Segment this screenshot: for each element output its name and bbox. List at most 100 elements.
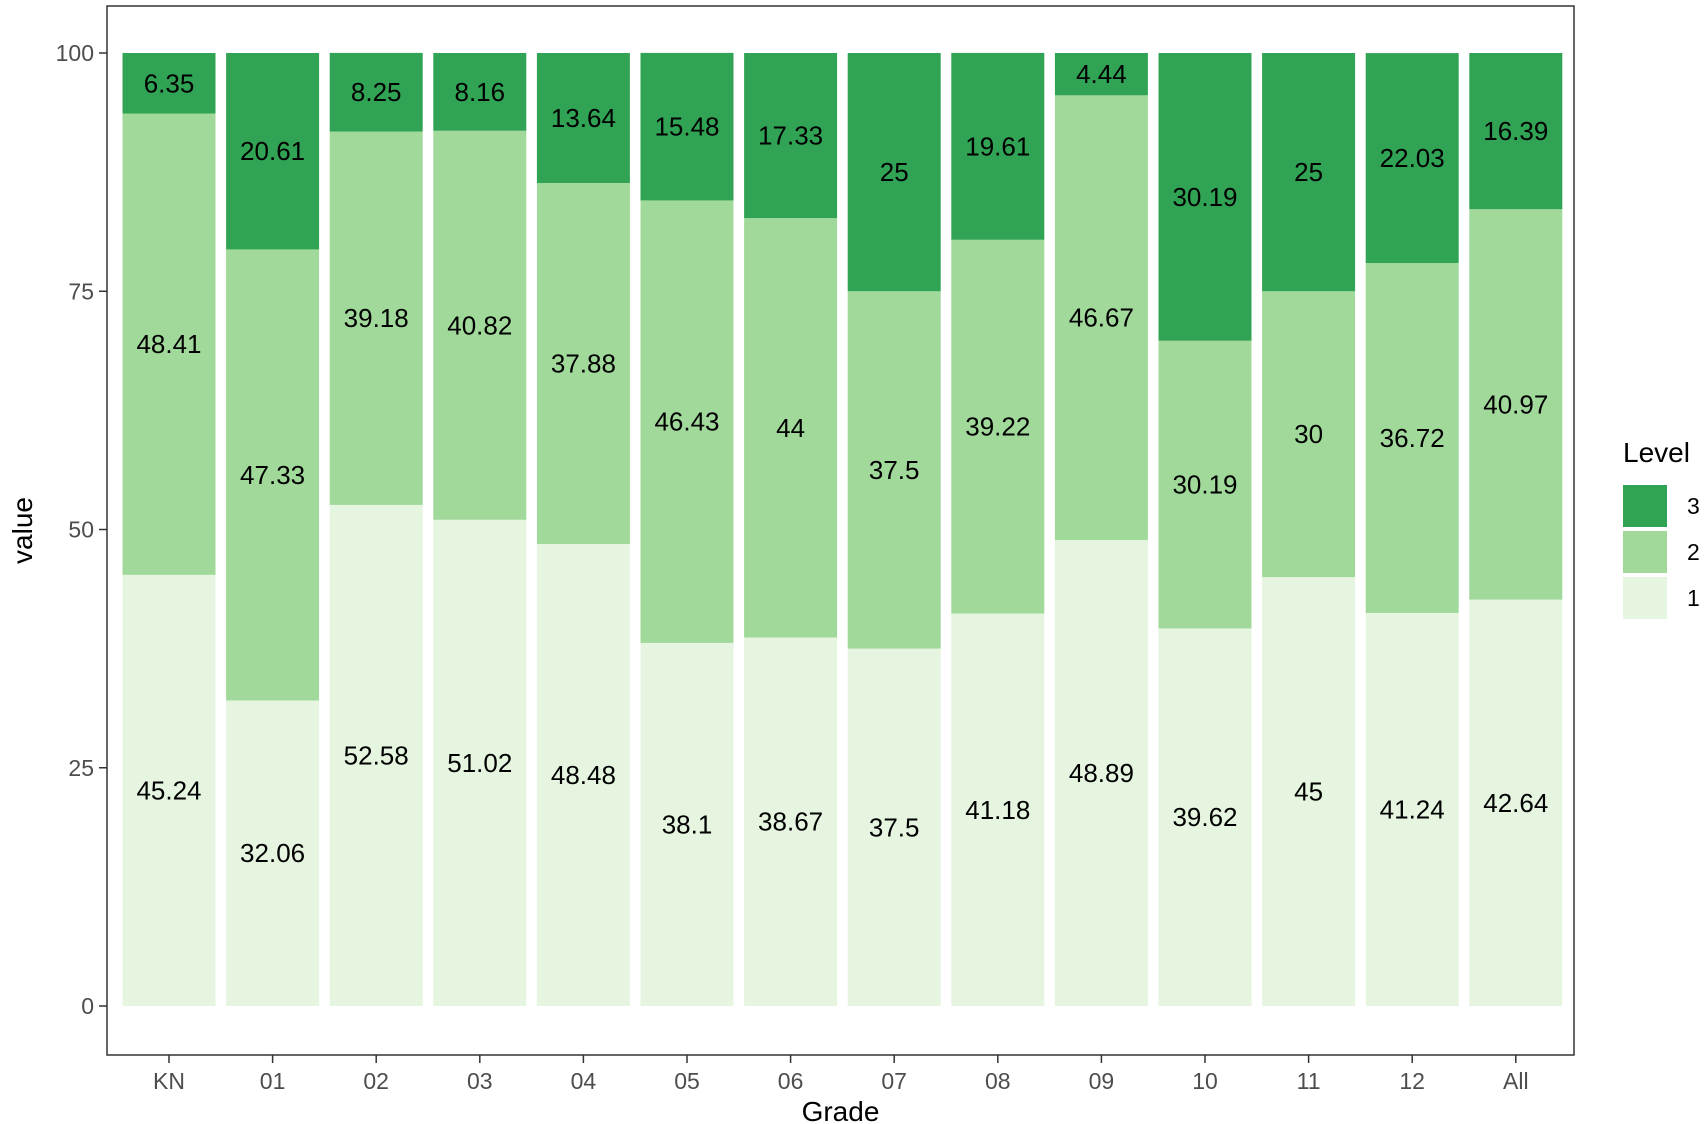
bar-segment-level-1-05 <box>640 642 734 1006</box>
y-axis-title: value <box>7 497 38 564</box>
bar-segment-level-3-KN <box>122 53 216 114</box>
data-label-level-2-01: 47.33 <box>240 460 305 490</box>
data-label-level-1-All: 42.64 <box>1483 788 1548 818</box>
bar-segment-level-1-11 <box>1262 577 1356 1006</box>
x-tick-label-08: 08 <box>985 1068 1011 1094</box>
legend: Level 3 2 1 <box>1623 437 1700 619</box>
bar-segment-level-2-08 <box>951 239 1045 614</box>
data-label-level-1-06: 38.67 <box>758 807 823 837</box>
legend-label-level-3: 3 <box>1687 493 1700 519</box>
data-label-level-2-05: 46.43 <box>654 407 719 437</box>
bar-segment-level-1-06 <box>744 637 838 1006</box>
data-label-level-3-10: 30.19 <box>1172 182 1237 212</box>
data-label-level-1-KN: 45.24 <box>136 775 201 805</box>
data-label-level-1-02: 52.58 <box>344 740 409 770</box>
data-label-level-2-KN: 48.41 <box>136 329 201 359</box>
data-label-level-3-11: 25 <box>1294 157 1323 187</box>
bar-segment-level-1-02 <box>329 504 423 1006</box>
data-label-level-1-08: 41.18 <box>965 795 1030 825</box>
y-tick-label: 75 <box>68 278 94 304</box>
data-label-level-1-01: 32.06 <box>240 838 305 868</box>
bars-layer <box>122 52 1563 1006</box>
bar-segment-level-1-09 <box>1054 540 1148 1006</box>
legend-key-level-1 <box>1623 577 1667 619</box>
bar-segment-level-2-06 <box>744 218 838 638</box>
bar-segment-level-1-KN <box>122 574 216 1006</box>
bar-segment-level-3-10 <box>1158 53 1252 341</box>
data-label-level-2-07: 37.5 <box>869 455 920 485</box>
x-tick-label-03: 03 <box>467 1068 493 1094</box>
bar-segment-level-2-09 <box>1054 95 1148 541</box>
data-label-level-3-01: 20.61 <box>240 136 305 166</box>
bar-segment-level-2-KN <box>122 113 216 575</box>
data-label-level-2-10: 30.19 <box>1172 470 1237 500</box>
axes-layer: 0 25 50 75 100 KN 01 02 03 04 05 06 07 08 09 10 11 12 All <box>56 40 1529 1094</box>
data-label-level-1-07: 37.5 <box>869 812 920 842</box>
bar-segment-level-3-06 <box>744 53 838 219</box>
data-label-level-2-02: 39.18 <box>344 303 409 333</box>
legend-key-level-2 <box>1623 531 1667 573</box>
legend-key-level-3 <box>1623 485 1667 527</box>
data-label-level-2-06: 44 <box>776 413 805 443</box>
bar-segment-level-1-03 <box>433 519 527 1006</box>
panel-border <box>106 5 1575 1056</box>
x-tick-label-05: 05 <box>674 1068 700 1094</box>
bar-segment-level-2-04 <box>536 182 630 544</box>
x-tick-label-09: 09 <box>1089 1068 1115 1094</box>
bar-segment-level-1-07 <box>847 648 941 1006</box>
bar-segment-level-1-All <box>1469 599 1563 1006</box>
bar-segment-level-3-07 <box>847 53 941 292</box>
data-label-level-2-09: 46.67 <box>1069 303 1134 333</box>
x-tick-label-11: 11 <box>1297 1068 1321 1094</box>
bar-segment-level-2-03 <box>433 130 527 520</box>
bar-segment-level-3-04 <box>536 53 630 183</box>
bar-segment-level-2-11 <box>1262 291 1356 578</box>
data-label-level-2-03: 40.82 <box>447 310 512 340</box>
data-label-level-3-06: 17.33 <box>758 121 823 151</box>
bar-segment-level-2-01 <box>226 249 320 701</box>
data-label-level-1-05: 38.1 <box>662 809 713 839</box>
x-tick-label-01: 01 <box>260 1068 286 1094</box>
data-label-level-3-09: 4.44 <box>1076 59 1127 89</box>
y-tick-label: 0 <box>81 993 94 1019</box>
data-label-level-3-05: 15.48 <box>654 112 719 142</box>
bar-segment-level-2-02 <box>329 131 423 505</box>
bar-segment-level-3-11 <box>1262 53 1356 292</box>
x-tick-label-04: 04 <box>571 1068 597 1094</box>
data-label-level-3-08: 19.61 <box>965 131 1030 161</box>
data-label-level-1-12: 41.24 <box>1380 794 1445 824</box>
data-label-level-1-03: 51.02 <box>447 748 512 778</box>
legend-title: Level <box>1623 437 1690 468</box>
data-label-level-2-11: 30 <box>1294 419 1323 449</box>
data-label-level-3-KN: 6.35 <box>144 68 195 98</box>
x-tick-label-All: All <box>1503 1068 1529 1094</box>
data-label-level-1-11: 45 <box>1294 777 1323 807</box>
x-tick-label-10: 10 <box>1192 1068 1218 1094</box>
bar-segment-level-3-09 <box>1054 53 1148 96</box>
data-label-level-2-08: 39.22 <box>965 412 1030 442</box>
y-tick-label: 100 <box>56 40 94 66</box>
y-tick-label: 25 <box>68 755 94 781</box>
bar-segment-level-2-05 <box>640 200 734 643</box>
x-tick-label-07: 07 <box>881 1068 907 1094</box>
bar-segment-level-1-10 <box>1158 628 1252 1006</box>
data-label-level-2-04: 37.88 <box>551 348 616 378</box>
data-label-level-1-04: 48.48 <box>551 760 616 790</box>
x-axis-title: Grade <box>802 1096 880 1124</box>
bar-segment-level-1-12 <box>1365 612 1459 1006</box>
data-label-level-3-04: 13.64 <box>551 103 616 133</box>
bar-segment-level-3-02 <box>329 52 423 132</box>
x-tick-label-12: 12 <box>1399 1068 1425 1094</box>
bar-segment-level-1-08 <box>951 613 1045 1006</box>
bar-segment-level-2-12 <box>1365 263 1459 613</box>
legend-label-level-1: 1 <box>1687 585 1700 611</box>
x-tick-label-KN: KN <box>153 1068 185 1094</box>
y-tick-label: 50 <box>68 517 94 543</box>
x-tick-label-02: 02 <box>363 1068 389 1094</box>
data-label-level-1-09: 48.89 <box>1069 758 1134 788</box>
data-label-level-3-07: 25 <box>880 157 909 187</box>
data-label-level-3-12: 22.03 <box>1380 143 1445 173</box>
bar-segment-level-3-12 <box>1365 53 1459 264</box>
data-label-level-3-02: 8.25 <box>351 77 402 107</box>
